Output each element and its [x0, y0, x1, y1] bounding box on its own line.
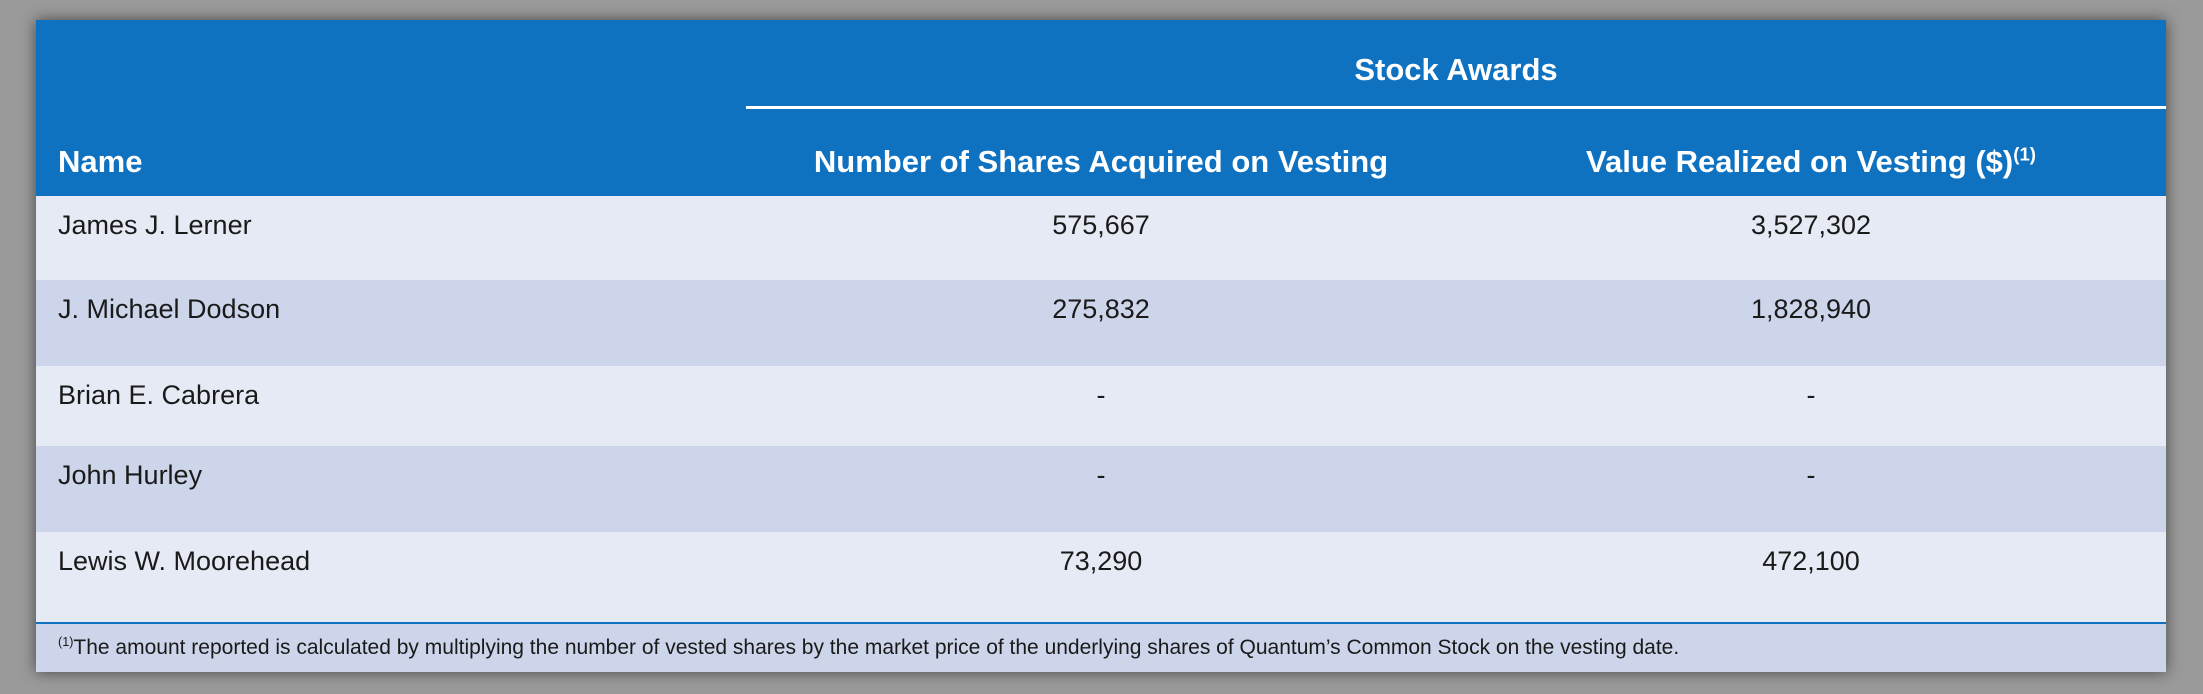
cell-value: 1,828,940 [1750, 294, 1872, 324]
vesting-table: Stock Awards Name Number of Shares Acqui… [36, 20, 2166, 672]
footnote-text: The amount reported is calculated by mul… [73, 636, 1680, 659]
cell-value: - [1806, 460, 1816, 490]
table-row: J. Michael Dodson 275,832 1,828,940 [36, 280, 2166, 366]
footnote-marker: (1) [2013, 143, 2036, 165]
cell-name: James J. Lerner [58, 210, 252, 240]
cell-name: Lewis W. Moorehead [58, 546, 311, 576]
table-row: John Hurley - - [36, 446, 2166, 532]
table-row: Brian E. Cabrera - - [36, 366, 2166, 446]
cell-shares: 73,290 [1059, 546, 1143, 576]
cell-value: - [1806, 380, 1816, 410]
cell-name: J. Michael Dodson [58, 294, 281, 324]
column-header-shares: Number of Shares Acquired on Vesting [813, 144, 1389, 179]
table-row: Lewis W. Moorehead 73,290 472,100 [36, 532, 2166, 622]
cell-name: John Hurley [58, 460, 203, 490]
footnote: (1)The amount reported is calculated by … [58, 636, 1679, 660]
column-header-name: Name [58, 144, 143, 179]
column-header-value: Value Realized on Vesting ($)(1) [1456, 144, 2166, 180]
cell-shares: 575,667 [1052, 210, 1150, 240]
stock-awards-group-header: Stock Awards [1354, 52, 1558, 87]
cell-shares: - [1096, 380, 1106, 410]
column-header-value-label: Value Realized on Vesting ($) [1586, 144, 2014, 179]
cell-name: Brian E. Cabrera [58, 380, 260, 410]
table-header: Stock Awards Name Number of Shares Acqui… [36, 20, 2166, 196]
footnote-band: (1)The amount reported is calculated by … [36, 622, 2166, 672]
cell-shares: 275,832 [1052, 294, 1150, 324]
footnote-marker: (1) [58, 635, 74, 649]
group-header-rule [746, 106, 2166, 109]
cell-value: 472,100 [1762, 546, 1860, 576]
cell-value: 3,527,302 [1750, 210, 1872, 240]
table-row: James J. Lerner 575,667 3,527,302 [36, 196, 2166, 280]
cell-shares: - [1096, 460, 1106, 490]
